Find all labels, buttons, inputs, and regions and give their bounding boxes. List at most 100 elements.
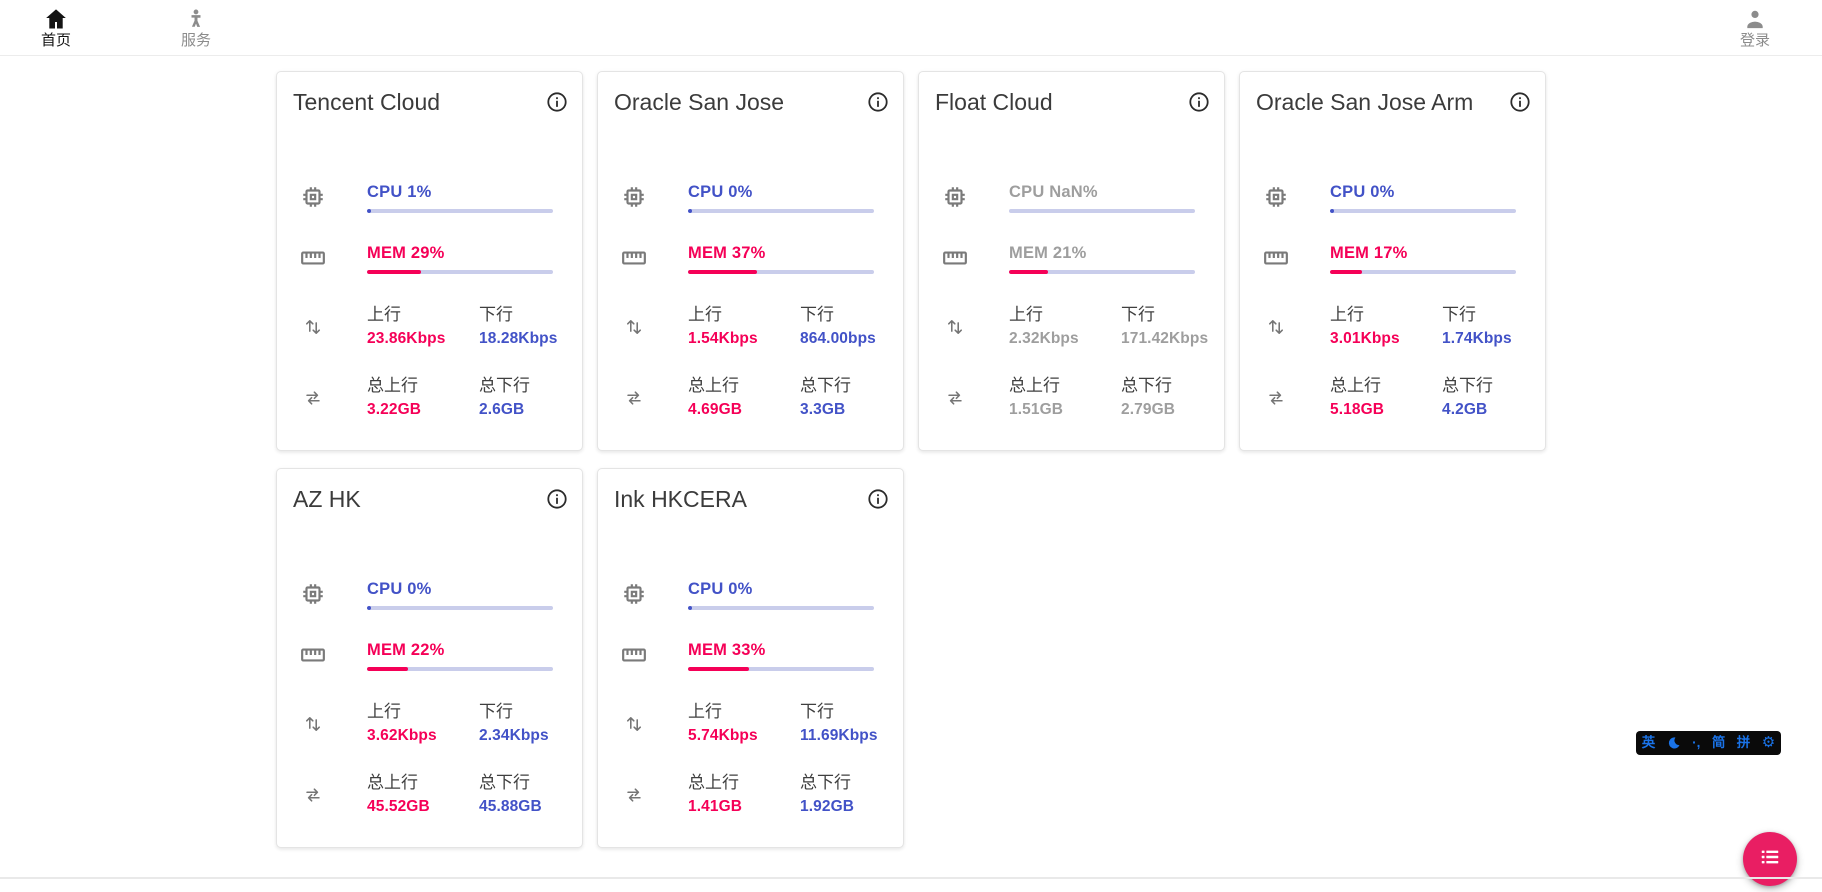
upload-value: 3.62Kbps	[367, 727, 437, 744]
ime-english-mode[interactable]: 英	[1641, 735, 1656, 750]
ime-punctuation-mode[interactable]: ·,	[1692, 735, 1701, 750]
download-value: 18.28Kbps	[479, 330, 558, 347]
total-download-value: 4.2GB	[1442, 401, 1488, 418]
ime-simplified-mode[interactable]: 简	[1711, 735, 1726, 750]
mem-label: MEM 29%	[367, 244, 445, 262]
download-label: 下行	[800, 305, 834, 324]
swap-vertical-icon	[620, 710, 648, 738]
cpu-label: CPU 0%	[688, 183, 753, 201]
mem-progressbar	[367, 667, 553, 671]
total-upload-value: 5.18GB	[1330, 401, 1385, 418]
cpu-chip-icon	[299, 183, 327, 211]
mem-row: MEM 17%	[1240, 243, 1545, 274]
card-header: Oracle San Jose	[598, 72, 903, 118]
mem-row: MEM 21%	[919, 243, 1224, 274]
mem-progressbar	[367, 270, 553, 274]
cpu-label: CPU 0%	[1330, 183, 1395, 201]
swap-horizontal-icon	[620, 384, 648, 412]
download-value: 1.74Kbps	[1442, 330, 1512, 347]
ime-settings-gear-icon[interactable]: ⚙	[1761, 734, 1776, 751]
footer-divider	[0, 877, 1822, 879]
card-header: Oracle San Jose Arm	[1240, 72, 1545, 118]
server-card: Oracle San Jose CPU 0%	[597, 71, 904, 451]
info-icon[interactable]	[866, 90, 890, 114]
swap-horizontal-icon	[941, 384, 969, 412]
cpu-bar-fill	[1330, 209, 1334, 213]
card-stats: CPU 0% MEM 22%	[277, 579, 582, 817]
mem-row: MEM 37%	[598, 243, 903, 274]
nav-item-login[interactable]: 登录	[1715, 5, 1795, 50]
card-stats: CPU 0% MEM 37%	[598, 182, 903, 420]
memory-ruler-icon	[620, 244, 648, 272]
total-download-label: 总下行	[800, 773, 851, 792]
cpu-row: CPU 0%	[277, 579, 582, 610]
download-label: 下行	[479, 702, 513, 721]
memory-ruler-icon	[299, 244, 327, 272]
mem-label: MEM 22%	[367, 641, 445, 659]
memory-ruler-icon	[299, 641, 327, 669]
mem-bar-fill	[1330, 270, 1362, 274]
total-upload-label: 总上行	[367, 773, 418, 792]
download-label: 下行	[1442, 305, 1476, 324]
list-icon	[1759, 846, 1781, 873]
info-icon[interactable]	[1508, 90, 1532, 114]
total-download-label: 总下行	[800, 376, 851, 395]
total-row: 总上行 4.69GB 总下行 3.3GB	[598, 375, 903, 420]
server-name: Float Cloud	[935, 89, 1053, 115]
total-row: 总上行 5.18GB 总下行 4.2GB	[1240, 375, 1545, 420]
total-download-value: 2.6GB	[479, 401, 525, 418]
swap-horizontal-icon	[299, 384, 327, 412]
total-download-label: 总下行	[479, 376, 530, 395]
home-icon	[44, 5, 68, 31]
upload-value: 23.86Kbps	[367, 330, 446, 347]
half-full-width-moon-icon[interactable]	[1667, 736, 1681, 750]
mem-bar-fill	[688, 667, 750, 671]
total-upload-value: 45.52GB	[367, 798, 430, 815]
total-upload-label: 总上行	[1330, 376, 1381, 395]
download-value: 11.69Kbps	[800, 727, 878, 744]
speed-row: 上行 3.01Kbps 下行 1.74Kbps	[1240, 304, 1545, 349]
memory-ruler-icon	[941, 244, 969, 272]
total-upload-value: 1.51GB	[1009, 401, 1064, 418]
speed-row: 上行 3.62Kbps 下行 2.34Kbps	[277, 701, 582, 746]
cpu-chip-icon	[941, 183, 969, 211]
cpu-progressbar	[367, 209, 553, 213]
total-download-label: 总下行	[479, 773, 530, 792]
ime-status-bar: 英 ·, 简 拼 ⚙	[1636, 731, 1781, 755]
ime-pinyin-mode[interactable]: 拼	[1736, 735, 1751, 750]
total-download-value: 2.79GB	[1121, 401, 1176, 418]
download-value: 2.34Kbps	[479, 727, 549, 744]
nav-item-services[interactable]: 服务	[156, 5, 236, 50]
mem-row: MEM 22%	[277, 640, 582, 671]
speed-row: 上行 5.74Kbps 下行 11.69Kbps	[598, 701, 903, 746]
server-card: Tencent Cloud CPU 1%	[276, 71, 583, 451]
card-header: Tencent Cloud	[277, 72, 582, 118]
mem-label: MEM 33%	[688, 641, 766, 659]
swap-vertical-icon	[941, 313, 969, 341]
total-download-value: 45.88GB	[479, 798, 542, 815]
total-upload-value: 3.22GB	[367, 401, 422, 418]
total-upload-label: 总上行	[688, 376, 739, 395]
info-icon[interactable]	[1187, 90, 1211, 114]
cpu-bar-fill	[688, 606, 692, 610]
cpu-chip-icon	[299, 580, 327, 608]
cpu-row: CPU NaN%	[919, 182, 1224, 213]
swap-horizontal-icon	[299, 781, 327, 809]
swap-vertical-icon	[1262, 313, 1290, 341]
info-icon[interactable]	[545, 90, 569, 114]
services-person-icon	[185, 5, 207, 31]
info-icon[interactable]	[545, 487, 569, 511]
download-value: 864.00bps	[800, 330, 876, 347]
upload-label: 上行	[1330, 305, 1364, 324]
download-label: 下行	[1121, 305, 1155, 324]
nav-item-home[interactable]: 首页	[16, 5, 96, 50]
swap-vertical-icon	[299, 710, 327, 738]
cpu-chip-icon	[620, 580, 648, 608]
card-stats: CPU NaN% MEM 21%	[919, 182, 1224, 420]
memory-ruler-icon	[1262, 244, 1290, 272]
download-label: 下行	[479, 305, 513, 324]
info-icon[interactable]	[866, 487, 890, 511]
speed-row: 上行 2.32Kbps 下行 171.42Kbps	[919, 304, 1224, 349]
swap-horizontal-icon	[620, 781, 648, 809]
mem-label: MEM 37%	[688, 244, 766, 262]
